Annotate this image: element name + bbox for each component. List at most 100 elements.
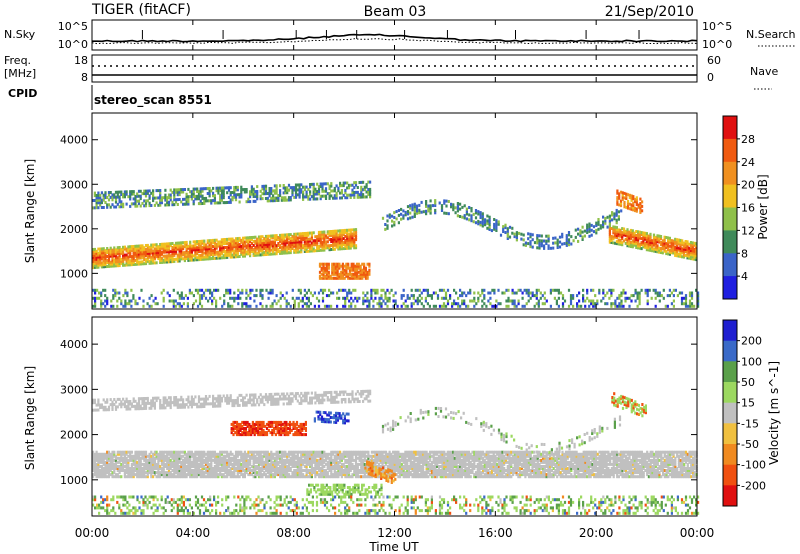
data-cell	[350, 262, 353, 266]
data-cell	[302, 195, 305, 199]
data-cell	[136, 475, 139, 479]
data-cell	[679, 238, 682, 242]
data-cell	[152, 243, 155, 247]
data-cell	[370, 296, 373, 300]
data-cell	[623, 203, 626, 207]
data-cell	[340, 189, 343, 192]
data-cell	[314, 187, 317, 191]
colorbar-tick-label: 24	[741, 156, 755, 169]
data-cell	[659, 243, 663, 246]
data-cell	[220, 196, 223, 200]
data-cell	[116, 304, 119, 308]
data-cell	[171, 250, 174, 253]
data-cell	[302, 469, 305, 472]
data-cell	[529, 235, 532, 239]
data-cell	[297, 302, 300, 306]
data-cell	[428, 304, 431, 308]
data-cell	[199, 245, 202, 249]
data-cell	[333, 247, 336, 251]
data-cell	[120, 475, 123, 479]
data-cell	[635, 244, 638, 247]
data-cell	[684, 246, 687, 249]
data-cell	[321, 236, 324, 240]
data-cell	[243, 188, 246, 191]
data-cell	[425, 204, 428, 208]
data-cell	[166, 258, 169, 262]
data-cell	[328, 244, 331, 248]
data-cell	[224, 471, 227, 475]
data-cell	[483, 294, 486, 298]
data-cell	[160, 473, 163, 477]
data-cell	[167, 250, 171, 254]
data-cell	[651, 247, 654, 251]
data-cell	[618, 192, 621, 196]
data-cell	[100, 456, 103, 460]
data-cell	[531, 291, 534, 295]
data-cell	[291, 236, 294, 240]
data-cell	[319, 197, 322, 201]
data-cell	[551, 288, 554, 292]
data-cell	[612, 229, 615, 233]
data-cell	[100, 255, 103, 259]
data-cell	[162, 475, 165, 479]
data-cell	[116, 262, 119, 266]
data-cell	[107, 260, 111, 264]
data-cell	[679, 250, 682, 254]
data-cell	[346, 294, 349, 298]
data-cell	[418, 203, 421, 207]
data-cell	[272, 236, 275, 240]
data-cell	[169, 465, 172, 468]
data-cell	[490, 229, 493, 233]
data-cell	[183, 471, 186, 475]
data-cell	[99, 253, 102, 257]
data-cell	[125, 247, 128, 251]
data-cell	[162, 452, 165, 456]
data-cell	[144, 456, 148, 460]
data-cell	[543, 296, 546, 300]
data-cell	[675, 250, 678, 254]
data-cell	[272, 460, 275, 464]
data-cell	[174, 249, 178, 253]
data-cell	[444, 296, 448, 300]
data-cell	[631, 239, 634, 243]
data-cell	[275, 252, 278, 256]
data-cell	[298, 188, 301, 192]
data-cell	[219, 186, 222, 190]
data-cell	[229, 475, 232, 479]
data-cell	[93, 261, 96, 265]
data-cell	[220, 248, 223, 252]
data-cell	[303, 244, 306, 247]
data-cell	[330, 182, 333, 186]
data-cell	[174, 251, 178, 255]
data-cell	[679, 242, 682, 246]
data-cell	[341, 264, 344, 268]
data-cell	[187, 450, 190, 454]
data-cell	[620, 209, 623, 213]
data-cell	[344, 304, 347, 308]
data-cell	[178, 304, 181, 308]
data-cell	[263, 243, 266, 247]
data-cell	[194, 288, 198, 292]
data-cell	[266, 460, 269, 464]
data-cell	[635, 234, 638, 237]
data-cell	[275, 471, 278, 475]
data-cell	[624, 229, 627, 233]
data-cell	[120, 452, 123, 456]
data-cell	[182, 475, 185, 479]
data-cell	[224, 256, 227, 260]
data-cell	[164, 471, 167, 475]
data-cell	[252, 454, 255, 458]
data-cell	[524, 243, 527, 247]
data-cell	[326, 230, 329, 234]
data-cell	[222, 193, 225, 197]
data-cell	[287, 237, 291, 241]
data-cell	[279, 189, 282, 193]
data-cell	[328, 234, 331, 238]
data-cell	[252, 235, 255, 239]
data-cell	[95, 471, 98, 475]
data-cell	[341, 266, 344, 270]
data-cell	[340, 243, 343, 247]
data-cell	[139, 256, 142, 260]
data-cell	[134, 248, 137, 252]
data-cell	[167, 475, 171, 479]
